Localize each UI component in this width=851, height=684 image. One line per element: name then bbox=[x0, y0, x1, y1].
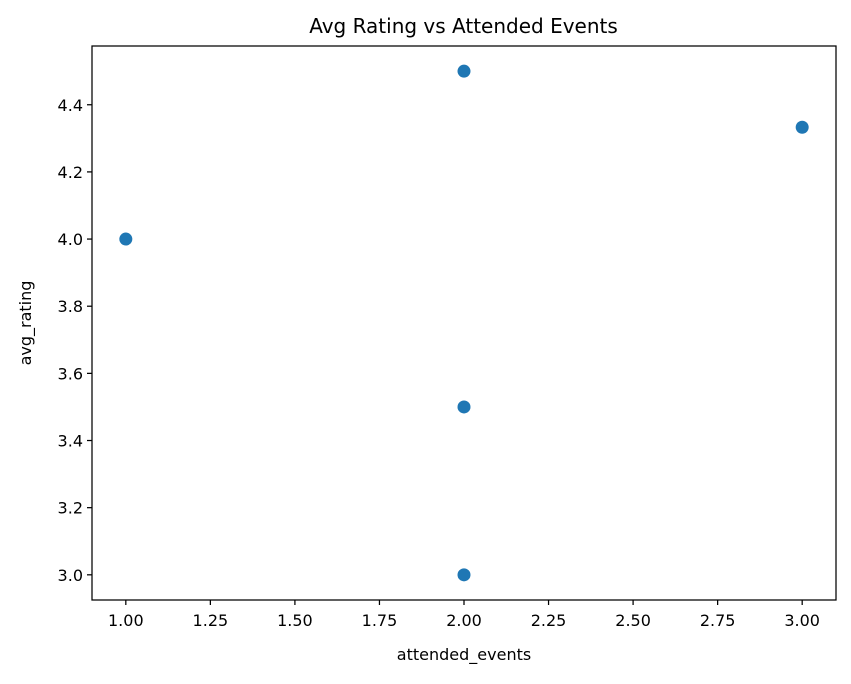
plot-area bbox=[119, 64, 809, 582]
y-tick-label: 4.4 bbox=[58, 96, 83, 115]
x-tick-label: 2.00 bbox=[446, 611, 482, 630]
x-tick-label: 3.00 bbox=[784, 611, 820, 630]
data-point bbox=[457, 400, 471, 414]
y-tick-label: 3.0 bbox=[58, 566, 83, 585]
y-tick-label: 3.8 bbox=[58, 297, 83, 316]
y-axis-label: avg_rating bbox=[16, 281, 36, 366]
x-axis-label: attended_events bbox=[397, 645, 531, 665]
y-tick-label: 4.0 bbox=[58, 230, 83, 249]
data-point bbox=[457, 568, 471, 582]
x-tick-label: 2.50 bbox=[615, 611, 651, 630]
data-point bbox=[119, 232, 133, 246]
y-tick-label: 3.2 bbox=[58, 499, 83, 518]
chart-title: Avg Rating vs Attended Events bbox=[309, 14, 618, 38]
data-point bbox=[795, 120, 809, 134]
x-tick-label: 1.25 bbox=[193, 611, 229, 630]
data-point bbox=[457, 64, 471, 78]
x-tick-label: 1.75 bbox=[362, 611, 398, 630]
y-tick-label: 4.2 bbox=[58, 163, 83, 182]
y-tick-label: 3.6 bbox=[58, 364, 83, 383]
x-tick-label: 1.00 bbox=[108, 611, 144, 630]
x-tick-label: 2.25 bbox=[531, 611, 567, 630]
x-axis: 1.00 1.25 1.50 1.75 2.00 2.25 2.50 2.75 3.00 bbox=[108, 600, 820, 630]
y-tick-label: 3.4 bbox=[58, 432, 83, 451]
y-axis: 3.0 3.2 3.4 3.6 3.8 4.0 4.2 4.4 bbox=[58, 96, 92, 585]
x-tick-label: 2.75 bbox=[700, 611, 736, 630]
axes-frame bbox=[91, 45, 837, 601]
x-tick-label: 1.50 bbox=[277, 611, 313, 630]
